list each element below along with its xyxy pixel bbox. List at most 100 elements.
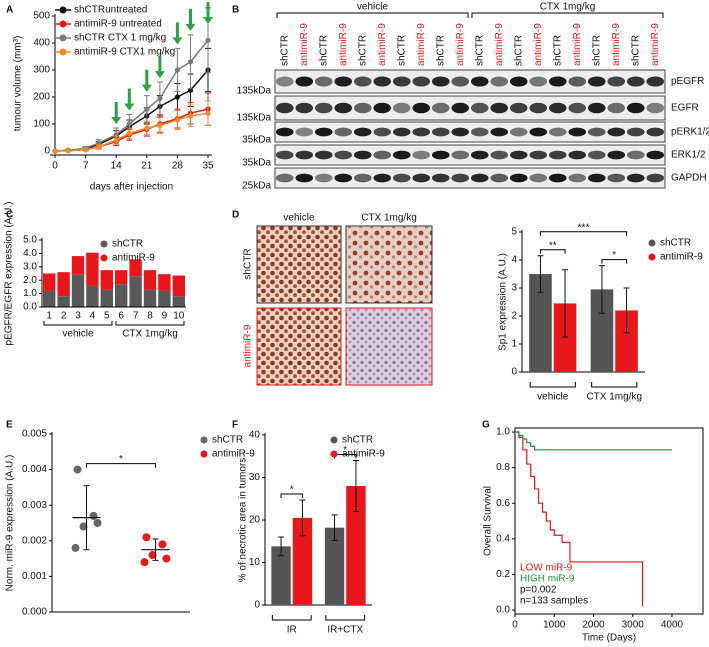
blot-band — [334, 127, 353, 137]
error-bar — [598, 265, 605, 314]
blot-band — [529, 102, 548, 114]
protein-label: ERK1/2 — [671, 150, 706, 161]
blot-band — [490, 127, 509, 137]
panel-letter: G — [482, 420, 490, 431]
blot-band — [568, 173, 587, 183]
category-bracket — [529, 382, 576, 388]
blot-band — [373, 127, 392, 137]
data-point — [126, 130, 132, 137]
group-bracket — [471, 12, 664, 18]
marker-label: 135kDa — [237, 113, 272, 124]
y-axis-label: % of necrotic area in tumors — [238, 458, 249, 583]
bar-segment — [115, 284, 128, 307]
blot-band — [295, 127, 314, 137]
lane-label: shCTR — [552, 35, 563, 66]
bar-segment — [172, 275, 185, 297]
data-point — [174, 117, 180, 123]
bar-segment — [100, 289, 113, 307]
blot-band — [392, 150, 411, 160]
legend-label: antimiR-9 — [112, 253, 155, 264]
blot-band — [509, 150, 528, 160]
marker-label: 35kDa — [242, 158, 271, 169]
image-row-label: shCTR — [243, 248, 254, 279]
data-point — [205, 37, 211, 43]
blot-band — [373, 173, 392, 183]
blot-band — [412, 76, 431, 87]
blot-band — [607, 173, 626, 183]
blot-band — [295, 102, 314, 114]
y-axis-label: pEGFR/EGFR expression (A.U.) — [4, 202, 15, 346]
x-tick-label: CTX 1mg/kg — [586, 392, 642, 403]
data-point — [140, 558, 149, 567]
bar — [324, 527, 345, 605]
bar-segment — [86, 252, 99, 286]
group-bracket — [43, 321, 113, 326]
bar-segment — [43, 290, 56, 307]
x-tick-label: 5 — [104, 311, 110, 322]
treatment-arrow — [154, 56, 165, 79]
blot-band — [646, 127, 665, 137]
blot-band — [470, 76, 489, 87]
blot-band — [373, 150, 392, 160]
marker-label: 25kDa — [242, 181, 271, 192]
blot-band — [607, 127, 626, 137]
blot-band — [470, 102, 489, 114]
panel-letter: F — [232, 420, 238, 431]
x-tick-label: 2000 — [582, 620, 605, 631]
lane-label: antimiR-9 — [650, 23, 661, 66]
error-bar — [331, 514, 338, 541]
lane-label: antimiR-9 — [299, 23, 310, 66]
legend-swatch — [59, 34, 67, 42]
ihc-image — [256, 307, 342, 386]
blot-band — [392, 127, 411, 137]
x-tick-label: 1000 — [543, 620, 566, 631]
blot-band — [275, 127, 294, 137]
treatment-arrow — [203, 2, 213, 24]
y-tick-label: 0.2 — [496, 569, 510, 580]
treatment-arrow — [185, 8, 196, 31]
x-tick-label: 28 — [172, 161, 184, 172]
blot-band — [275, 76, 294, 87]
blot-band — [295, 150, 314, 160]
y-tick-label: 5.0 — [23, 235, 37, 246]
treatment-arrow — [124, 88, 135, 111]
blot-band — [431, 173, 450, 183]
significance-label: ** — [549, 240, 557, 251]
lane-label: antimiR-9 — [455, 23, 466, 66]
lane-label: antimiR-9 — [416, 23, 427, 66]
y-tick-label: 0.001 — [22, 571, 47, 582]
y-tick-label: 3 — [511, 283, 517, 294]
y-tick-label: 500 — [33, 11, 50, 22]
bar-segment — [158, 274, 171, 291]
blot-band — [646, 173, 665, 183]
bar — [615, 310, 638, 372]
significance-label: * — [612, 250, 616, 261]
y-tick-label: 0.002 — [22, 535, 47, 546]
blot-band — [607, 150, 626, 160]
error-bar — [152, 538, 159, 561]
legend-swatch — [200, 450, 208, 458]
blot-band — [353, 150, 372, 160]
legend-swatch — [648, 253, 656, 261]
y-tick-label: 200 — [33, 92, 50, 103]
x-tick-label: 4 — [90, 311, 96, 322]
bar — [590, 289, 614, 372]
blot-band — [295, 76, 314, 87]
blot-band — [275, 150, 294, 160]
ihc-image — [345, 307, 433, 386]
y-tick-label: 2 — [511, 311, 517, 322]
error-bar — [537, 255, 544, 293]
blot-band — [334, 102, 353, 114]
panel-letter: D — [232, 210, 239, 221]
blot-band — [568, 76, 587, 87]
legend-label: antimiR-9 untreated — [74, 19, 162, 30]
data-point — [174, 67, 180, 73]
error-bar — [83, 485, 90, 551]
data-point — [79, 522, 88, 531]
blot-band — [275, 173, 294, 183]
marker-label: 135kDa — [237, 86, 272, 97]
blot-strip — [274, 69, 666, 94]
blot-band — [373, 76, 392, 87]
x-tick-label: 4000 — [661, 620, 684, 631]
